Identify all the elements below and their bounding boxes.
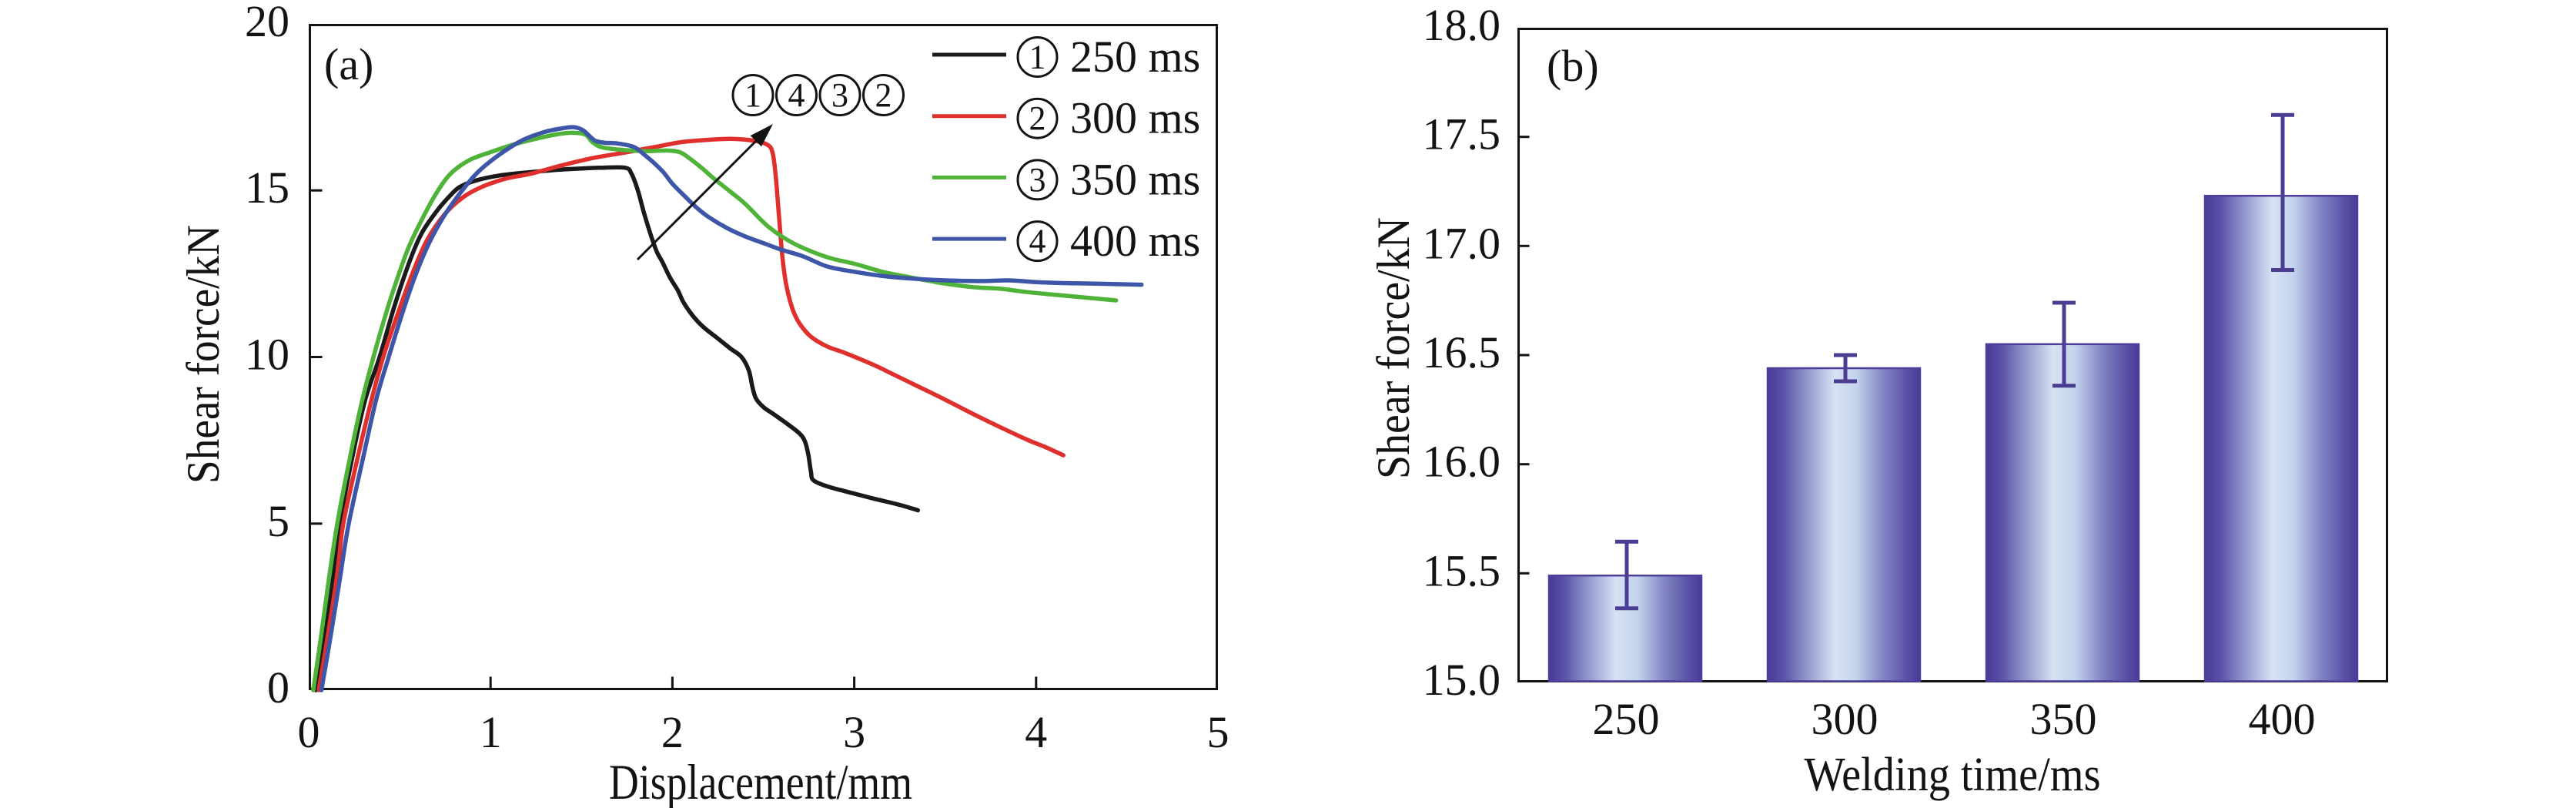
svg-text:4: 4 — [1029, 223, 1046, 260]
svg-text:20: 20 — [245, 0, 289, 46]
svg-text:2: 2 — [661, 707, 684, 757]
svg-text:10: 10 — [245, 330, 289, 380]
svg-text:350 ms: 350 ms — [1070, 154, 1200, 204]
svg-text:1: 1 — [480, 707, 502, 757]
svg-text:300: 300 — [1812, 694, 1878, 744]
svg-text:400 ms: 400 ms — [1070, 216, 1200, 266]
svg-text:3: 3 — [1029, 161, 1046, 199]
svg-text:16.5: 16.5 — [1423, 327, 1501, 377]
svg-text:300 ms: 300 ms — [1070, 93, 1200, 143]
svg-text:3: 3 — [831, 76, 848, 114]
svg-text:17.5: 17.5 — [1423, 109, 1501, 159]
svg-text:1: 1 — [1029, 39, 1046, 76]
svg-text:4: 4 — [788, 76, 805, 114]
svg-text:2: 2 — [875, 76, 892, 114]
svg-text:Shear force/kN: Shear force/kN — [178, 225, 229, 484]
svg-text:(a): (a) — [324, 39, 373, 89]
svg-text:1: 1 — [744, 76, 761, 114]
svg-text:15: 15 — [245, 163, 289, 213]
svg-text:0: 0 — [298, 707, 320, 757]
svg-text:5: 5 — [267, 496, 289, 546]
svg-text:5: 5 — [1207, 707, 1229, 757]
svg-text:250: 250 — [1593, 694, 1660, 744]
svg-text:17.0: 17.0 — [1423, 218, 1501, 268]
svg-text:16.0: 16.0 — [1423, 437, 1501, 487]
svg-text:4: 4 — [1025, 707, 1047, 757]
svg-text:15.5: 15.5 — [1423, 545, 1501, 595]
svg-text:15.0: 15.0 — [1423, 655, 1501, 705]
svg-text:Welding time/ms: Welding time/ms — [1805, 749, 2101, 801]
svg-text:350: 350 — [2030, 694, 2097, 744]
svg-text:400: 400 — [2249, 694, 2316, 744]
svg-text:2: 2 — [1029, 99, 1046, 137]
svg-text:(b): (b) — [1547, 41, 1599, 91]
svg-text:3: 3 — [843, 707, 865, 757]
svg-text:Displacement/mm: Displacement/mm — [609, 755, 912, 808]
svg-text:18.0: 18.0 — [1423, 0, 1501, 50]
svg-text:Shear force/kN: Shear force/kN — [1368, 217, 1419, 479]
svg-text:0: 0 — [267, 662, 289, 712]
svg-text:250 ms: 250 ms — [1070, 32, 1200, 82]
